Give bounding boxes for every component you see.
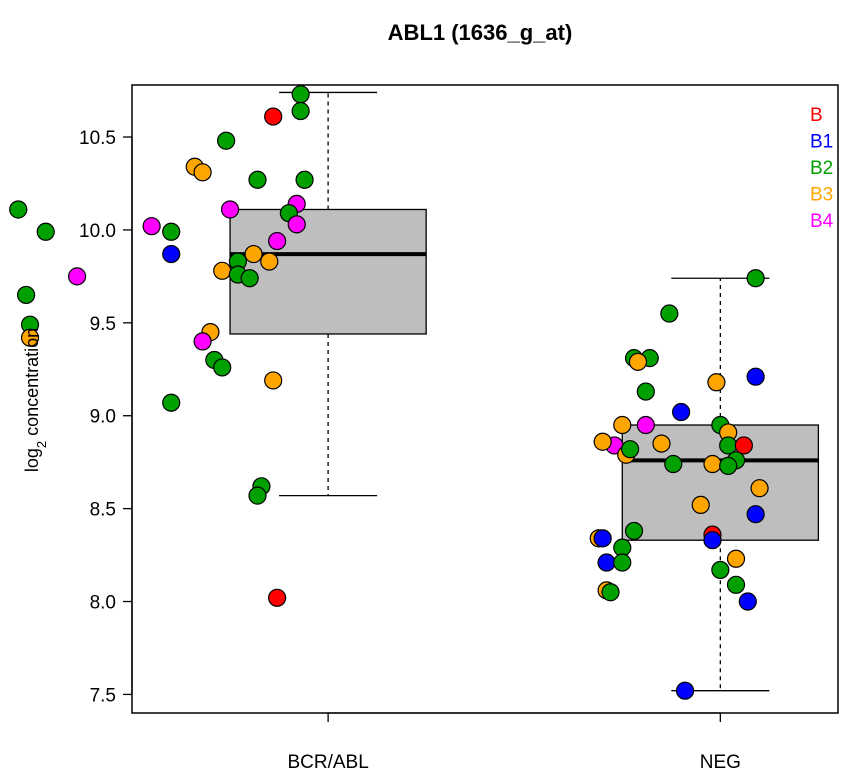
data-point [719, 436, 738, 455]
data-point [67, 267, 87, 286]
legend-entry: B2 [810, 158, 833, 179]
data-point [636, 415, 655, 435]
data-point [746, 269, 765, 288]
y-tick-label: 9.5 [90, 314, 116, 335]
y-axis-title-main: log [22, 448, 42, 472]
plot-area [9, 85, 820, 700]
data-point [593, 432, 612, 451]
data-point [707, 373, 726, 392]
data-point [240, 269, 259, 288]
data-point [746, 367, 765, 386]
data-point [746, 505, 765, 524]
data-point [162, 244, 181, 264]
legend-entry: B3 [810, 185, 833, 206]
data-point [9, 200, 28, 219]
data-points [9, 85, 769, 700]
y-tick-label: 8.0 [90, 593, 116, 614]
x-tick-label: BCR/ABL [287, 752, 368, 773]
data-point [703, 531, 722, 550]
data-point [613, 553, 632, 572]
y-axis-title: log2 concentration [22, 328, 49, 472]
data-point [244, 244, 263, 264]
data-point [597, 553, 616, 572]
data-point [703, 454, 722, 474]
data-point [268, 588, 287, 607]
data-point [711, 560, 730, 580]
data-point [264, 107, 283, 126]
data-point [601, 583, 620, 602]
y-tick-label: 7.5 [90, 685, 116, 706]
data-point [142, 217, 161, 236]
legend-entry: B1 [810, 132, 833, 153]
data-point [260, 252, 279, 271]
data-point [691, 495, 710, 515]
y-tick-label: 8.5 [90, 500, 116, 521]
y-tick-label: 9.0 [90, 407, 116, 428]
data-point [248, 486, 267, 505]
data-point [36, 222, 55, 241]
data-point [628, 352, 648, 371]
data-point [295, 170, 314, 189]
data-point [220, 200, 240, 219]
y-axis-title-subscript: 2 [34, 441, 49, 448]
data-point [213, 358, 232, 377]
data-point [664, 454, 683, 474]
y-tick-label: 10.0 [79, 221, 116, 242]
data-point [248, 170, 267, 189]
y-tick-label: 10.5 [79, 128, 116, 149]
data-point [675, 681, 695, 700]
y-axis-title-rest: concentration [22, 328, 42, 441]
data-point [193, 163, 212, 182]
data-point [613, 415, 632, 435]
data-point [652, 434, 671, 453]
data-point [738, 592, 757, 611]
data-point [264, 371, 283, 390]
legend-entry: B [810, 105, 823, 126]
box-neg [621, 277, 820, 692]
data-point [726, 549, 746, 568]
data-point [217, 131, 236, 150]
data-point [162, 222, 181, 241]
plot-frame [131, 84, 839, 714]
data-point [624, 521, 644, 541]
legend: B B1 B2 B3 B4 [810, 105, 834, 232]
data-point [719, 456, 738, 475]
data-point [213, 261, 232, 280]
data-point [726, 575, 746, 594]
data-point [660, 304, 679, 323]
data-point [672, 402, 691, 422]
data-point [17, 285, 36, 305]
data-point [291, 101, 310, 121]
interquartile-box [229, 208, 427, 335]
x-axis: BCR/ABL NEG [287, 712, 741, 773]
box-bcr-abl [229, 91, 427, 497]
y-axis: 7.5 8.0 8.5 9.0 9.5 10.0 10.5 [79, 128, 133, 706]
data-point [20, 328, 40, 347]
data-point [593, 529, 612, 548]
data-point [287, 215, 306, 234]
data-point [734, 436, 753, 455]
data-point [750, 479, 769, 498]
x-tick-label: NEG [700, 752, 741, 773]
data-point [636, 382, 655, 401]
data-point [193, 332, 212, 351]
data-point [162, 393, 181, 412]
data-point [291, 85, 310, 104]
data-point [621, 440, 640, 459]
legend-entry: B4 [810, 211, 834, 232]
data-point [268, 231, 287, 251]
chart-title: ABL1 (1636_g_at) [388, 20, 573, 45]
